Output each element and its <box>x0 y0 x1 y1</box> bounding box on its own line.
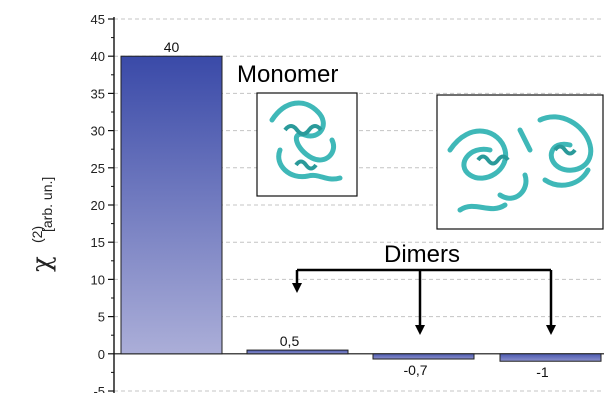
y-tick-label: 40 <box>91 49 105 64</box>
bar-2 <box>246 349 349 355</box>
bar-value-label: -1 <box>536 364 549 380</box>
bar-value-label: -0,7 <box>403 362 427 378</box>
bar-4 <box>499 353 602 362</box>
bar-1 <box>120 55 223 355</box>
dimers-annotation: Dimers <box>384 241 460 268</box>
y-tick-label: 0 <box>98 347 105 362</box>
y-tick-label: 30 <box>91 124 105 139</box>
y-axis: -5 0 5 10 15 20 25 30 35 40 45 <box>91 12 604 393</box>
y-tick-label: 20 <box>91 198 105 213</box>
y-tick-label: -5 <box>93 384 105 393</box>
dimer-structure-image <box>436 94 604 230</box>
y-axis-unit: [arb. un.] <box>39 177 55 232</box>
data-labels: 40 0,5 -0,7 -1 <box>164 39 549 380</box>
y-axis-superscript: (2) <box>29 226 45 243</box>
y-tick-label: 35 <box>91 86 105 101</box>
y-tick-label: 5 <box>98 310 105 325</box>
bar-value-label: 40 <box>164 39 180 55</box>
y-axis-title: χ (2) [arb. un.] <box>27 177 57 272</box>
bars <box>120 55 602 362</box>
dimer-arrows <box>292 268 556 335</box>
y-tick-label: 45 <box>91 12 105 27</box>
y-axis-symbol: χ <box>27 256 57 272</box>
y-tick-label: 15 <box>91 235 105 250</box>
y-tick-label: 10 <box>91 272 105 287</box>
bar-value-label: 0,5 <box>280 333 300 349</box>
bar-3 <box>372 353 475 360</box>
y-tick-label: 25 <box>91 161 105 176</box>
monomer-structure-image <box>256 92 358 197</box>
monomer-annotation: Monomer <box>237 61 338 88</box>
